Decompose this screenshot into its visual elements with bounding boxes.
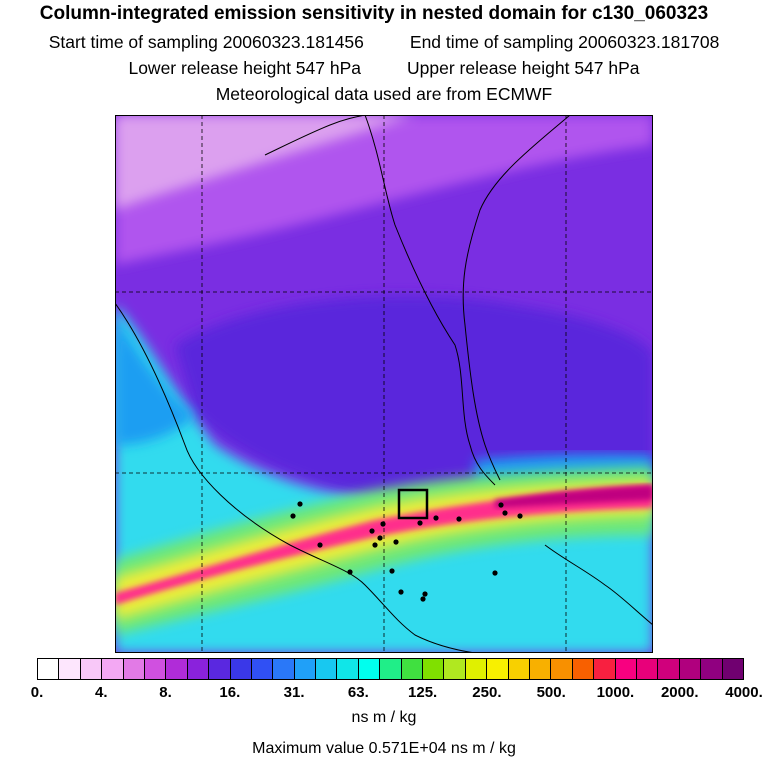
colorbar-swatch xyxy=(38,659,60,679)
border-line xyxy=(462,115,571,481)
colorbar-swatch xyxy=(273,659,295,679)
band-core-mid xyxy=(175,295,653,500)
colorbar-swatch xyxy=(636,659,659,679)
met-source: Meteorological data used are from ECMWF xyxy=(215,84,553,104)
map-canvas xyxy=(115,115,653,653)
sampling-times: Start time of sampling 20060323.181456 En… xyxy=(0,32,768,53)
city-markers xyxy=(290,501,523,602)
colorbar-swatch xyxy=(551,659,573,679)
colorbar-swatch xyxy=(529,659,552,679)
band-cyan-dark xyxy=(115,315,195,445)
colorbar-swatch xyxy=(508,659,530,679)
colorbar-tick-label: 0. xyxy=(30,684,44,701)
colorbar-swatch xyxy=(594,659,616,679)
colorbar-swatch xyxy=(679,659,702,679)
colorbar-swatch xyxy=(487,659,509,679)
map-title: Column-integrated emission sensitivity i… xyxy=(39,3,709,24)
colorbar-swatch xyxy=(187,659,210,679)
sampling-start: Start time of sampling 20060323.181456 xyxy=(48,32,364,52)
city-marker xyxy=(456,516,462,522)
colorbar-tick-label: 63. xyxy=(347,684,369,701)
city-marker xyxy=(420,596,426,602)
release-box xyxy=(397,488,429,520)
city-marker xyxy=(389,568,395,574)
city-marker xyxy=(380,521,386,527)
colorbar-swatch xyxy=(230,659,252,679)
colorbar-swatch xyxy=(722,659,743,679)
sensitivity-map xyxy=(115,115,653,653)
colorbar-swatch xyxy=(658,659,680,679)
colorbar-swatch xyxy=(615,659,637,679)
colorbar-swatch xyxy=(80,659,103,679)
colorbar-tick-label: 1000. xyxy=(596,684,635,701)
colorbar-swatch xyxy=(102,659,124,679)
colorbar-swatch xyxy=(465,659,488,679)
band-light-top xyxy=(115,115,415,210)
colorbar-swatch xyxy=(209,659,231,679)
colorbar-swatch xyxy=(401,659,424,679)
colorbar-tick-label: 125. xyxy=(408,684,438,701)
city-marker xyxy=(398,589,404,595)
colorbar-swatch xyxy=(701,659,723,679)
map-frame xyxy=(115,115,653,653)
colorbar xyxy=(37,658,744,680)
sampling-end: End time of sampling 20060323.181708 xyxy=(409,32,720,52)
city-marker xyxy=(393,539,399,545)
colorbar-swatch xyxy=(358,659,381,679)
coastline-inner xyxy=(364,115,496,486)
colorbar-swatch xyxy=(444,659,466,679)
city-marker xyxy=(290,513,296,519)
release-upper: Upper release height 547 hPa xyxy=(407,58,640,78)
city-marker xyxy=(517,513,523,519)
colorbar-swatch xyxy=(572,659,595,679)
colorbar-tick-label: 8. xyxy=(159,684,172,701)
colorbar-swatch xyxy=(123,659,145,679)
colorbar-tick-label: 500. xyxy=(536,684,566,701)
city-marker xyxy=(369,528,375,534)
colorbar-swatch xyxy=(294,659,317,679)
city-marker xyxy=(297,501,303,507)
colorbar-tick-label: 31. xyxy=(283,684,305,701)
city-marker xyxy=(347,569,353,575)
city-marker xyxy=(502,510,508,516)
city-marker xyxy=(377,535,383,541)
city-marker xyxy=(433,515,439,521)
colorbar-swatch xyxy=(59,659,81,679)
colorbar-swatch xyxy=(380,659,402,679)
colorbar-swatch xyxy=(166,659,188,679)
city-marker xyxy=(317,542,323,548)
colorbar-tick-label: 16. xyxy=(219,684,241,701)
colorbar-swatch xyxy=(423,659,445,679)
border-line-north xyxy=(264,115,366,156)
band-magenta-core xyxy=(495,485,653,508)
coastline-south xyxy=(544,544,653,626)
city-marker xyxy=(498,502,504,508)
coastline xyxy=(115,302,476,653)
colorbar-tick-label: 250. xyxy=(472,684,502,701)
colorbar-tick-label: 4000. xyxy=(725,684,763,701)
city-marker xyxy=(417,520,423,526)
colorbar-tick-label: 2000. xyxy=(660,684,699,701)
colorbar-tick-label: 4. xyxy=(95,684,108,701)
city-marker xyxy=(492,570,498,576)
colorbar-swatch xyxy=(251,659,274,679)
release-lower: Lower release height 547 hPa xyxy=(128,58,361,78)
colorbar-swatch xyxy=(144,659,167,679)
release-heights: Lower release height 547 hPa Upper releas… xyxy=(0,58,768,79)
colorbar-ticks: 0. 4. 8. 16. 31. 63. 125. 250. 500. 1000. 2000. 400… xyxy=(0,684,768,704)
city-marker xyxy=(372,542,378,548)
colorbar-swatch xyxy=(337,659,359,679)
city-marker xyxy=(422,591,428,597)
max-value: Maximum value 0.571E+04 ns m / kg xyxy=(252,740,516,757)
colorbar-units: ns m / kg xyxy=(351,709,417,726)
colorbar-swatch xyxy=(316,659,338,679)
